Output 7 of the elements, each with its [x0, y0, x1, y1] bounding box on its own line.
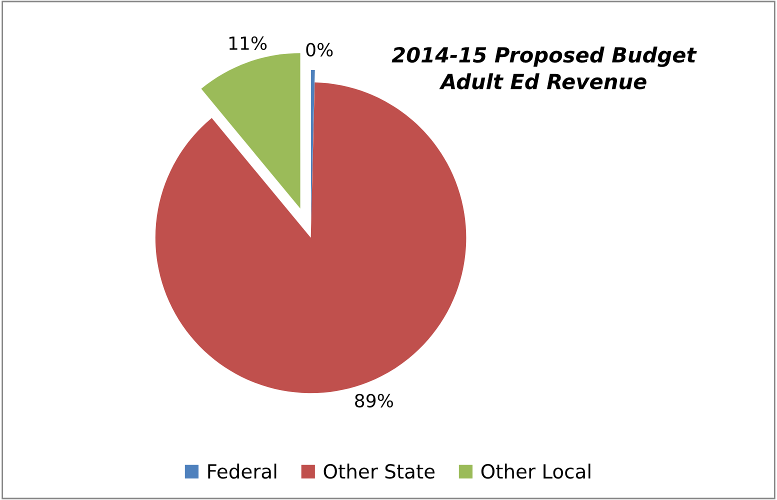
text: 2014-15 Proposed Budget Adult Ed Revenue: [392, 46, 697, 90]
data-label: 0%: [306, 42, 333, 57]
legend-label: Other Local: [481, 464, 590, 479]
legend-label: Federal: [208, 464, 276, 479]
data-label: 89%: [355, 394, 393, 408]
legend-label: Other State: [324, 464, 435, 479]
data-label: 11%: [229, 36, 267, 50]
